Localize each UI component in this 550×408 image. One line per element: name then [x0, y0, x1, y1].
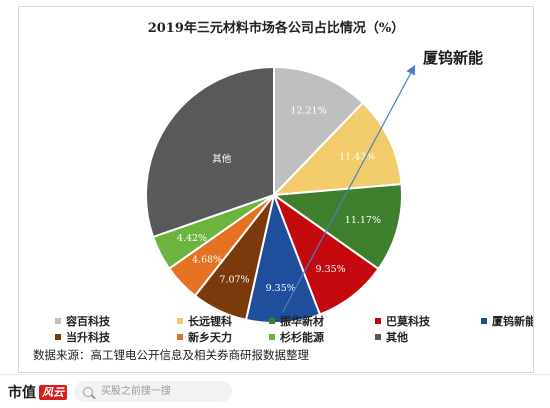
pie-chart: 2019年三元材料市场各公司占比情况（%） 12.21% 11.43% 11.17%…	[33, 20, 533, 362]
annotation-label: 厦钨新能	[423, 49, 483, 67]
legend-label: 巴莫科技	[386, 314, 431, 328]
search-icon	[83, 386, 93, 397]
search-box[interactable]	[74, 381, 232, 402]
legend-label: 长远锂科	[188, 314, 232, 328]
pie-slice	[271, 182, 403, 271]
slice-data-label: 11.17%	[345, 215, 381, 226]
slice-data-label: 9.35%	[316, 264, 346, 275]
search-input[interactable]	[98, 385, 232, 398]
annotation-group: 厦钨新能	[282, 49, 483, 313]
legend-label: 容百科技	[65, 314, 111, 328]
legend-label: 当升科技	[66, 330, 111, 344]
slice-labels: 12.21% 11.43% 11.17% 9.35% 9.35% 7.07% 4.68% 4.…	[177, 106, 381, 294]
legend-label: 杉杉能源	[280, 330, 324, 344]
legend-swatch	[55, 334, 61, 340]
legend-swatch	[55, 318, 61, 324]
slice-data-label: 4.42%	[177, 233, 207, 244]
legend-swatch	[177, 318, 183, 324]
legend-swatch	[375, 334, 381, 340]
pie-slice	[273, 65, 365, 198]
footer-bar: 市值 风云	[0, 374, 550, 408]
brand-name: 市值	[8, 385, 36, 401]
pie-slice	[145, 65, 275, 239]
slice-data-label: 12.21%	[290, 106, 326, 117]
brand-logo[interactable]: 市值 风云	[8, 382, 67, 402]
slice-data-label: 4.68%	[192, 254, 222, 265]
pie-slice	[271, 101, 403, 197]
pie-slices	[145, 65, 403, 324]
slice-data-label: 7.07%	[219, 274, 249, 285]
legend-swatch	[481, 318, 487, 324]
annotation-arrow	[282, 64, 416, 313]
legend-swatch	[269, 334, 275, 340]
chart-title: 2019年三元材料市场各公司占比情况（%）	[148, 20, 405, 36]
legend-label: 其他	[386, 330, 408, 344]
legend-label: 新乡天力	[188, 330, 232, 344]
legend-label: 厦钨新能	[492, 314, 533, 328]
source-note: 数据来源：高工锂电公开信息及相关券商研报数据整理	[33, 348, 309, 362]
brand-mark: 风云	[39, 384, 67, 400]
chart-card: 2019年三元材料市场各公司占比情况（%） 12.21% 11.43% 11.17%…	[18, 6, 534, 373]
slice-data-label: 其他	[212, 153, 232, 165]
legend-swatch	[375, 318, 381, 324]
legend-label: 振华新材	[280, 314, 324, 328]
slice-data-label: 11.43%	[339, 151, 375, 162]
legend-swatch	[269, 318, 275, 324]
legend-swatch	[177, 334, 183, 340]
slice-data-label: 9.35%	[266, 283, 296, 294]
